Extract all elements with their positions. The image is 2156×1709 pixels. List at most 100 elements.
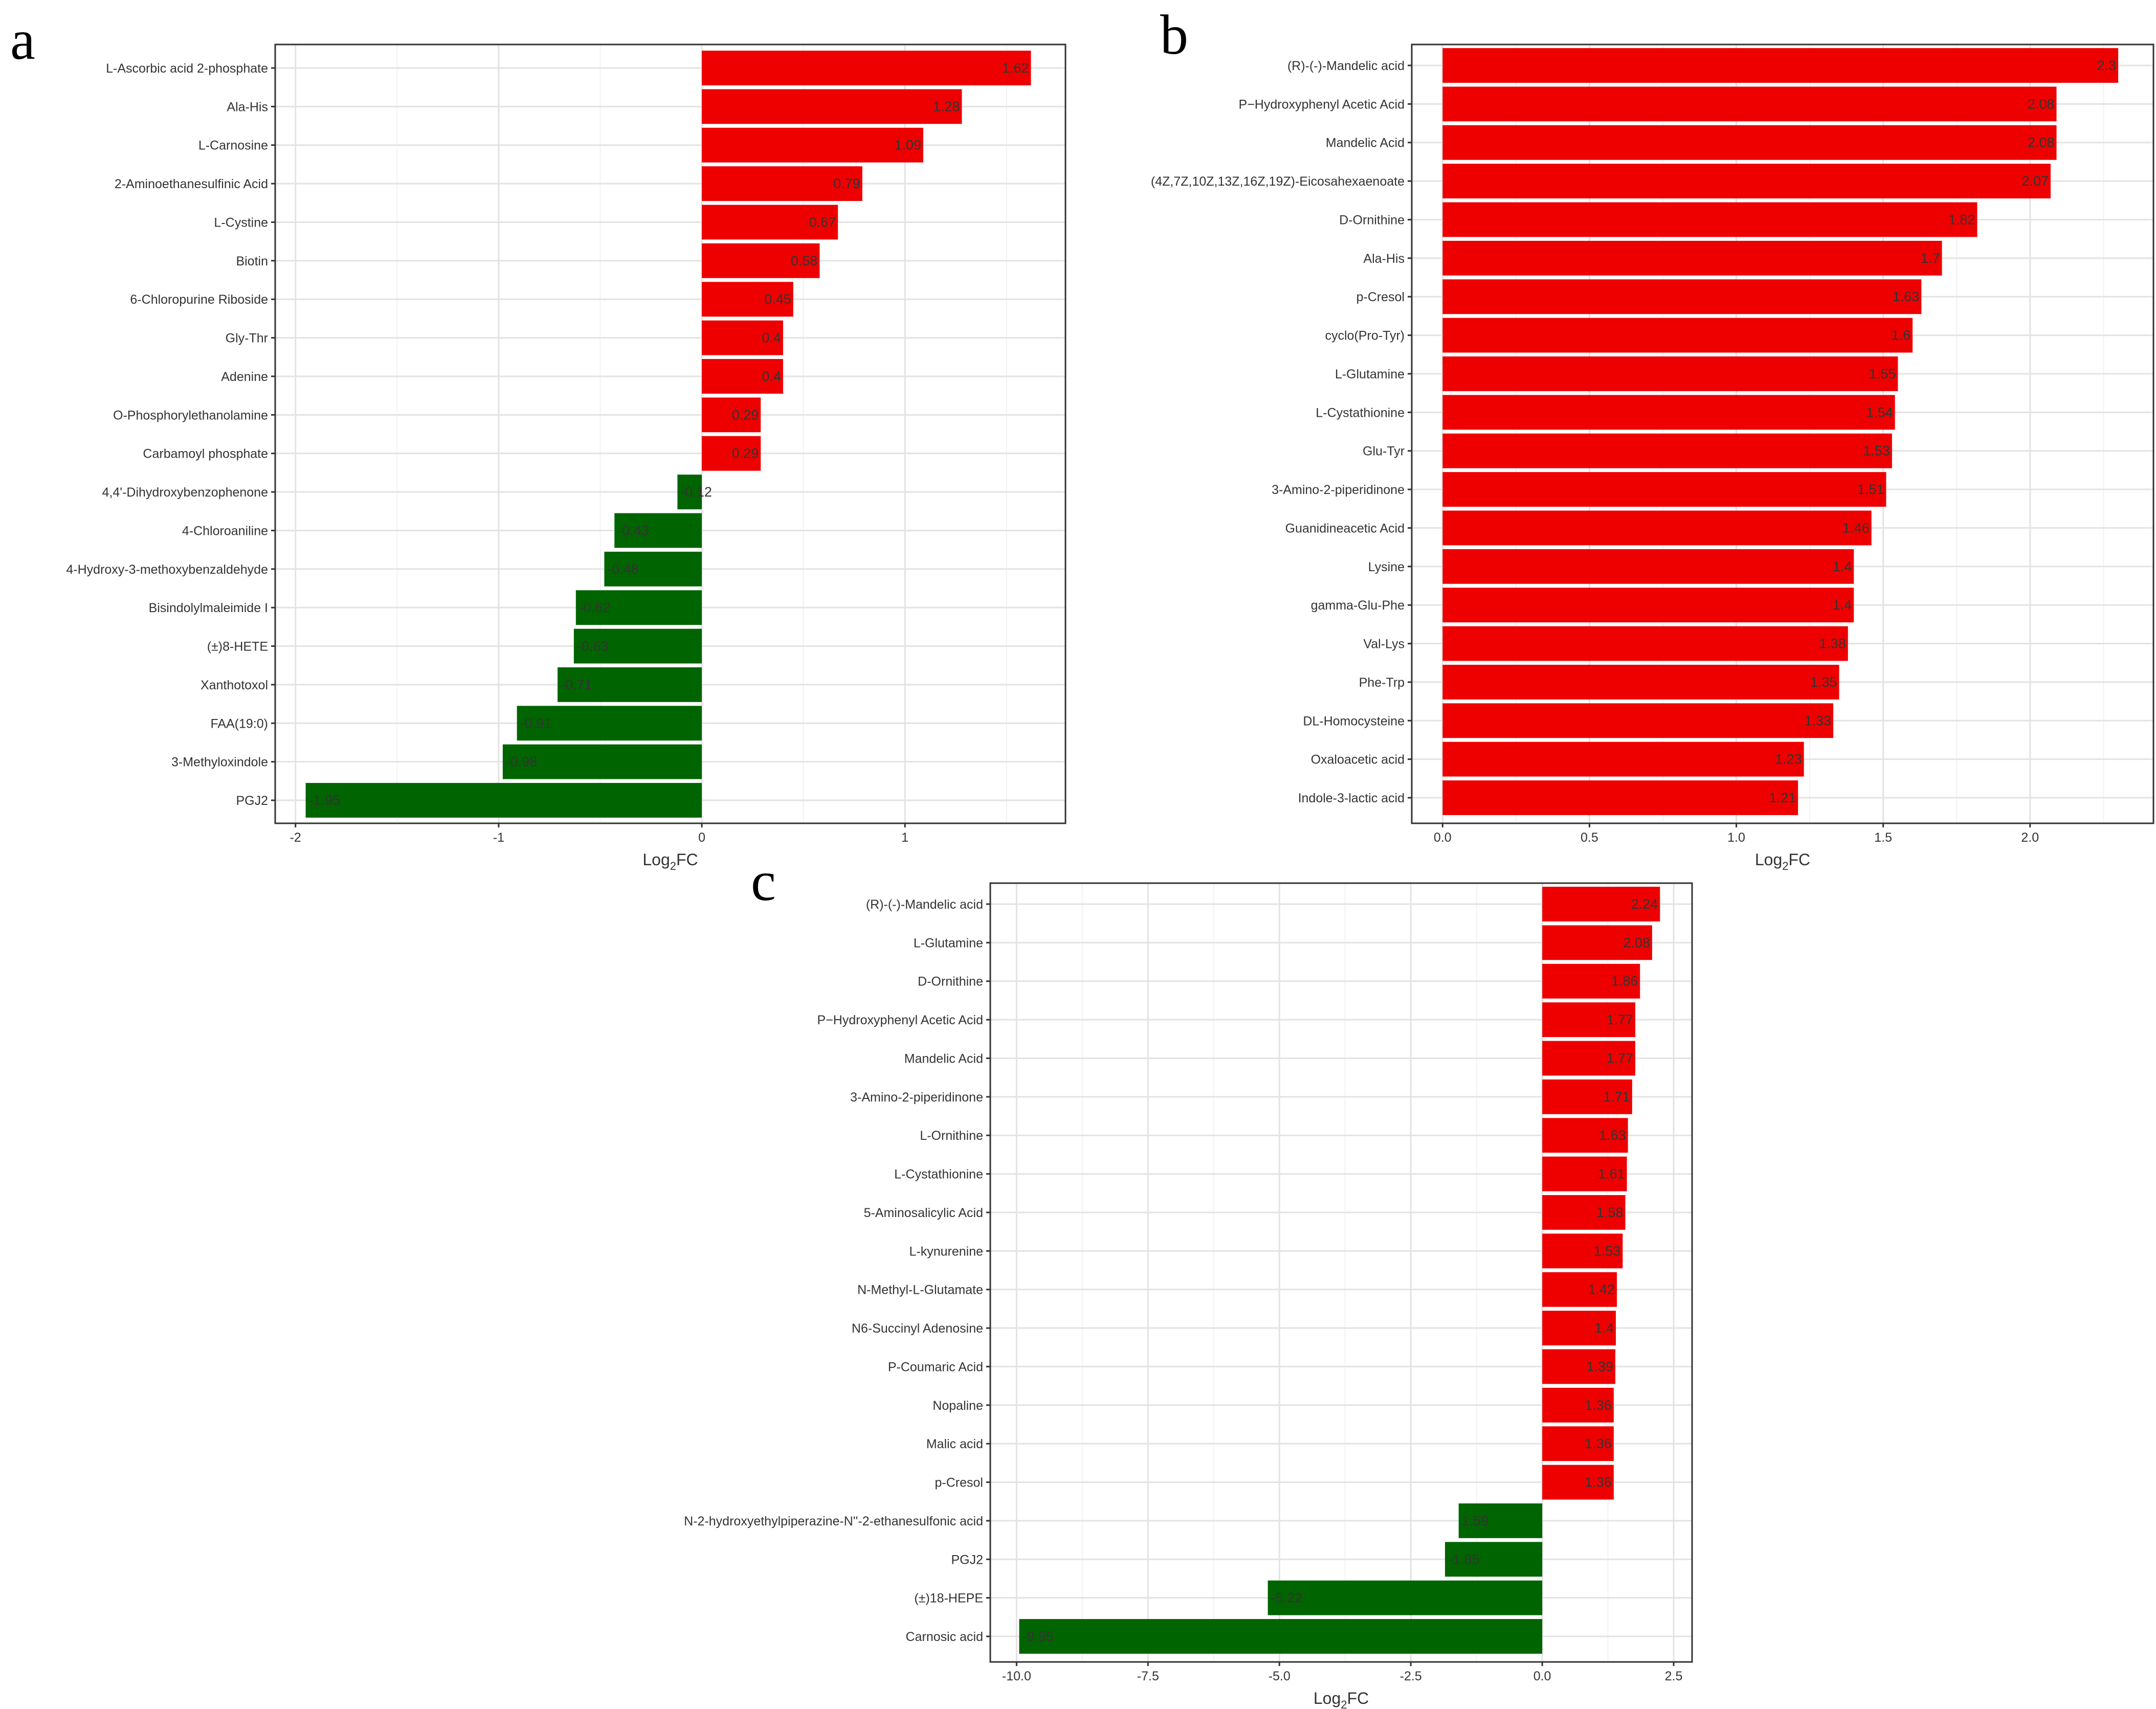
value-label: 1.77 <box>1606 1012 1633 1027</box>
bar <box>1442 48 2119 83</box>
y-tick-label: N-2-hydroxyethylpiperazine-N''-2-ethanes… <box>684 1514 983 1528</box>
x-tick-label: 2.5 <box>1665 1669 1683 1683</box>
bar <box>702 127 923 163</box>
value-label: -0.71 <box>561 677 592 692</box>
y-tick-label: p-Cresol <box>935 1476 983 1490</box>
value-label: 1.53 <box>1594 1243 1621 1258</box>
bar <box>1442 202 1977 237</box>
value-label: 1.33 <box>1804 713 1831 728</box>
value-label: 1.6 <box>1892 328 1911 343</box>
bar <box>702 320 783 355</box>
value-label: 1.77 <box>1606 1050 1633 1066</box>
x-tick-label: 0 <box>698 830 705 845</box>
value-label: 1.4 <box>1833 559 1852 574</box>
value-label: -5.22 <box>1271 1590 1303 1606</box>
y-tick-label: 6-Chloropurine Riboside <box>130 293 268 307</box>
bar <box>1442 780 1798 815</box>
bar <box>1542 1156 1627 1191</box>
bar <box>614 513 702 548</box>
value-label: 1.28 <box>933 99 960 114</box>
y-tick-label: Xanthotoxol <box>201 678 268 692</box>
value-label: 0.79 <box>833 176 860 191</box>
value-label: 1.63 <box>1599 1128 1626 1143</box>
bar <box>1542 1041 1636 1076</box>
bar <box>702 51 1031 85</box>
y-tick-label: L-Glutamine <box>1335 367 1405 381</box>
x-tick-label: 1.5 <box>1874 830 1892 845</box>
bar <box>1019 1619 1543 1654</box>
y-tick-label: L-kynurenine <box>909 1244 983 1258</box>
y-tick-label: FAA(19:0) <box>210 716 268 731</box>
x-tick-label: -1 <box>493 830 504 845</box>
bar <box>1442 664 1839 700</box>
value-label: 0.67 <box>809 214 836 230</box>
value-label: 1.71 <box>1603 1089 1630 1105</box>
y-tick-label: Malic acid <box>926 1437 983 1451</box>
y-tick-label: L-Ascorbic acid 2-phosphate <box>106 61 268 76</box>
y-tick-label: N6-Succinyl Adenosine <box>852 1321 983 1336</box>
bar <box>604 551 702 587</box>
y-tick-label: PGJ2 <box>951 1553 983 1567</box>
x-tick-label: 0.5 <box>1581 830 1598 845</box>
bar <box>502 744 702 779</box>
y-tick-label: Nopaline <box>932 1399 983 1413</box>
y-tick-label: L-Glutamine <box>914 936 983 950</box>
x-tick-label: -2 <box>290 830 301 845</box>
bar <box>677 475 702 509</box>
value-label: -0.91 <box>520 715 552 731</box>
bar <box>1442 125 2057 160</box>
y-tick-label: (±)18-HEPE <box>914 1591 983 1606</box>
value-label: 0.45 <box>764 291 791 307</box>
y-tick-label: D-Ornithine <box>1339 213 1405 227</box>
value-label: 1.82 <box>1948 212 1975 227</box>
value-label: -0.98 <box>506 754 538 770</box>
bar <box>1442 741 1804 777</box>
value-label: 1.38 <box>1819 636 1846 651</box>
bar <box>517 706 702 741</box>
value-label: 1.61 <box>1598 1166 1625 1182</box>
value-label: -0.12 <box>680 484 712 500</box>
value-label: 0.29 <box>732 407 759 422</box>
y-tick-label: Phe-Trp <box>1359 676 1405 690</box>
y-tick-label: P−Hydroxyphenyl Acetic Acid <box>1239 97 1405 111</box>
y-tick-label: P−Hydroxyphenyl Acetic Acid <box>817 1013 983 1027</box>
x-tick-label: -10.0 <box>1002 1669 1031 1683</box>
y-tick-label: Biotin <box>236 254 268 268</box>
bar <box>1542 963 1640 999</box>
y-tick-label: 5-Aminosalicylic Acid <box>864 1206 983 1220</box>
y-tick-label: (R)-(-)-Mandelic acid <box>1287 59 1405 73</box>
chart-panel-b: 2.3 2.08 2.08 2.07 1.82 1.7 1.63 1.6 1.55 1.54 1.5… <box>1151 4 2154 872</box>
y-tick-label: cyclo(Pro-Tyr) <box>1325 329 1405 343</box>
bar <box>1442 279 1922 314</box>
bar <box>702 166 862 201</box>
bar <box>1542 1233 1623 1269</box>
x-tick-label: 0.0 <box>1533 1669 1551 1683</box>
bar <box>1268 1580 1543 1615</box>
y-tick-label: Ala-His <box>227 100 268 114</box>
bar <box>1442 588 1854 623</box>
value-label: 1.59 <box>1462 1513 1489 1528</box>
x-axis-title: Log2FC <box>642 850 698 872</box>
bar <box>1442 549 1854 584</box>
bar <box>1442 472 1886 507</box>
value-label: 2.08 <box>1623 935 1650 950</box>
bar <box>1442 240 1942 276</box>
y-tick-label: gamma-Glu-Phe <box>1311 598 1405 613</box>
x-tick-label: 0.0 <box>1434 830 1452 845</box>
value-label: 1.58 <box>1596 1205 1624 1220</box>
bar <box>1542 1465 1614 1500</box>
y-tick-label: 4,4'-Dihydroxybenzophenone <box>102 485 268 500</box>
value-label: 1.35 <box>1810 674 1837 690</box>
bar <box>1442 86 2057 122</box>
x-axis-title: Log2FC <box>1314 1689 1369 1709</box>
y-tick-label: L-Cystathionine <box>894 1167 983 1182</box>
bar <box>702 243 820 278</box>
y-tick-label: DL-Homocysteine <box>1303 714 1405 728</box>
bar <box>1442 510 1872 546</box>
bar <box>1542 1349 1615 1384</box>
y-tick-label: Mandelic Acid <box>904 1051 983 1066</box>
value-label: 1.55 <box>1869 366 1896 381</box>
y-tick-label: Gly-Thr <box>226 331 268 346</box>
y-tick-label: L-Ornithine <box>920 1129 983 1143</box>
